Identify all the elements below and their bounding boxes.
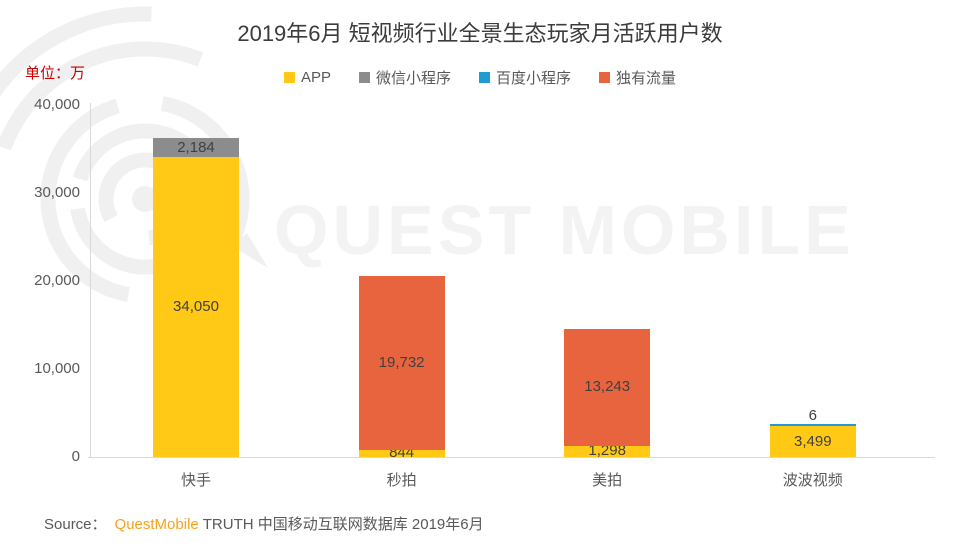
x-axis-label-meipai: 美拍 <box>592 472 623 489</box>
legend-item-baidu-mini-program: 百度小程序 <box>479 67 571 88</box>
y-axis-tick-label: 0 <box>71 448 80 465</box>
x-axis-label-kuaishou: 快手 <box>180 472 211 489</box>
y-axis-line <box>90 103 91 458</box>
x-axis-line <box>88 457 935 458</box>
bar-meipai-segment-app <box>564 445 651 457</box>
legend-label: APP <box>300 69 331 86</box>
bar-meipai-segment-exclusive-traffic <box>564 329 651 446</box>
unit-label: 单位：万 <box>25 65 86 82</box>
source-brand: QuestMobile <box>114 516 199 533</box>
legend: APP 微信小程序 百度小程序 独有流量 <box>0 67 960 88</box>
bar-bobo-video-segment-baidu-mini-program <box>769 423 856 427</box>
bar-bobo-video-segment-app <box>769 426 856 457</box>
bar-value-label: 34,050 <box>173 298 219 316</box>
legend-item-wechat-mini-program: 微信小程序 <box>358 67 451 88</box>
bar-miaopai-segment-exclusive-traffic <box>358 275 445 450</box>
y-axis-tick-label: 30,000 <box>34 184 80 201</box>
legend-label: 独有流量 <box>616 70 677 87</box>
x-axis-label-miaopai: 秒拍 <box>386 472 417 489</box>
bar-value-label: 1,298 <box>588 442 626 460</box>
bar-kuaishou-segment-app <box>153 157 239 457</box>
legend-item-app: APP <box>283 69 331 86</box>
chart-title: 2019年6月 短视频行业全景生态玩家月活跃用户数 <box>237 21 723 46</box>
legend-swatch-baidu-mini-program <box>479 72 490 83</box>
source-prefix: Source： <box>44 516 107 533</box>
bar-kuaishou-segment-wechat-mini-program <box>153 138 239 158</box>
bar-value-label: 19,732 <box>378 353 425 371</box>
questmobile-watermark-text: QUEST MOBILE <box>274 191 855 269</box>
y-axis-tick-label: 20,000 <box>34 272 80 289</box>
bar-value-label: 3,499 <box>794 432 832 450</box>
source-suffix: TRUTH 中国移动互联网数据库 2019年6月 <box>202 516 484 533</box>
bar-value-label: 2,184 <box>177 138 215 156</box>
bar-value-label: 6 <box>808 406 817 424</box>
y-axis-tick-label: 40,000 <box>34 96 80 113</box>
legend-item-exclusive-traffic: 独有流量 <box>599 67 676 88</box>
bar-value-label: 13,243 <box>584 378 631 396</box>
legend-swatch-wechat-mini-program <box>358 72 370 83</box>
legend-label: 微信小程序 <box>375 70 451 87</box>
source-line: Source： QuestMobile TRUTH 中国移动互联网数据库 2019年… <box>44 513 484 534</box>
legend-swatch-app <box>283 72 295 83</box>
bar-miaopai-segment-app <box>358 449 445 457</box>
legend-swatch-exclusive-traffic <box>599 72 611 83</box>
y-axis-tick-label: 10,000 <box>34 360 80 377</box>
legend-label: 百度小程序 <box>496 70 572 87</box>
x-axis-label-bobo-video: 波波视频 <box>782 472 843 489</box>
